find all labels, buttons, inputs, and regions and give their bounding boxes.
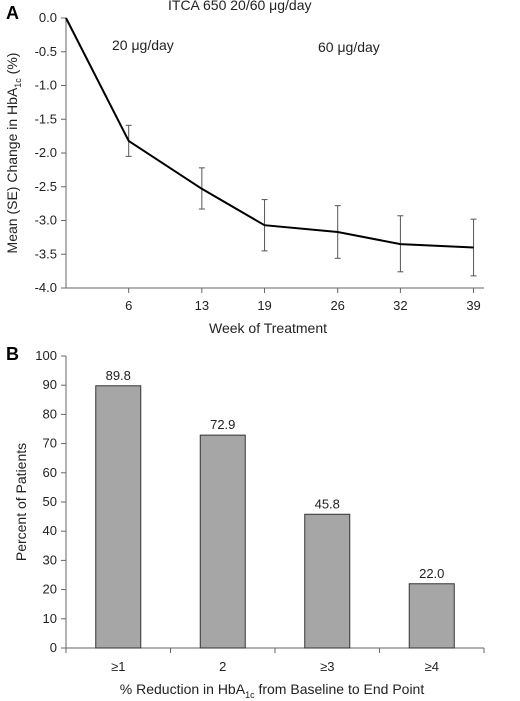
chart-b-y-tick-label: 40 [43, 523, 57, 538]
chart-b-y-tick-label: 0 [50, 640, 57, 655]
chart-a-y-label-tail: (%) [4, 53, 20, 79]
chart-a-y-tick-label: -2.0 [35, 145, 57, 160]
chart-a-y-tick-label: -1.5 [35, 111, 57, 126]
chart-a-y-label: Mean (SE) Change in HbA1c (%) [4, 53, 23, 254]
panel-b-bar-chart: B 0 10 20 30 40 50 60 70 80 90 100 ≥1 2 ≥3 ≥4 89.8 72.… [6, 344, 485, 700]
chart-a-title: ITCA 650 20/60 μg/day [168, 0, 312, 13]
chart-a-error-bars [125, 124, 477, 277]
chart-a-x-tick-label: 6 [125, 298, 132, 313]
chart-b-data-label: 45.8 [315, 496, 340, 511]
chart-b-x-tick-label: ≥4 [425, 659, 439, 674]
chart-b-x-tick-label: 2 [219, 659, 226, 674]
chart-a-x-tick-label: 26 [330, 298, 344, 313]
chart-b-data-label: 72.9 [210, 417, 235, 432]
chart-b-y-tick-label: 100 [35, 348, 57, 363]
chart-a-y-ticks: 0.0 -0.5 -1.0 -1.5 -2.0 -2.5 -3.0 -3.5 -4.0 [35, 10, 66, 295]
chart-a-y-label-sub: 1c [13, 78, 23, 88]
chart-a-x-tick-label: 19 [257, 298, 271, 313]
chart-a-y-tick-label: -3.5 [35, 246, 57, 261]
chart-a-x-tick-label: 13 [195, 298, 209, 313]
chart-b-y-tick-label: 60 [43, 465, 57, 480]
annotation-60-dose: 60 μg/day [318, 39, 380, 55]
chart-b-data-labels: 89.8 72.9 45.8 22.0 [106, 368, 445, 581]
chart-b-x-label-sub: 1c [245, 690, 255, 700]
chart-b-y-label: Percent of Patients [13, 443, 29, 561]
chart-a-x-ticks: 6 13 19 26 32 39 [125, 288, 481, 313]
chart-b-bar [408, 583, 455, 649]
chart-b-y-tick-label: 70 [43, 436, 57, 451]
chart-b-x-label-tail: from Baseline to End Point [255, 681, 425, 697]
panel-a-line-chart: A ITCA 650 20/60 μg/day 20 μg/day 60 μg/… [4, 0, 484, 336]
chart-a-x-tick-label: 39 [466, 298, 480, 313]
chart-b-y-tick-label: 10 [43, 611, 57, 626]
chart-a-y-tick-label: -1.0 [35, 78, 57, 93]
chart-a-x-tick-label: 32 [393, 298, 407, 313]
chart-b-x-tick-label: ≥3 [320, 659, 334, 674]
chart-b-data-label: 22.0 [419, 566, 444, 581]
chart-b-bars [95, 385, 455, 649]
chart-b-x-ticks: ≥1 2 ≥3 ≥4 [65, 648, 485, 674]
chart-b-bar [199, 434, 246, 649]
chart-b-x-label: % Reduction in HbA1c from Baseline to En… [120, 681, 425, 700]
chart-b-y-tick-label: 30 [43, 552, 57, 567]
chart-b-bar [304, 513, 351, 649]
panel-a-letter: A [6, 3, 19, 23]
chart-a-y-tick-label: -3.0 [35, 213, 57, 228]
chart-b-bar [95, 385, 142, 649]
chart-b-y-tick-label: 20 [43, 582, 57, 597]
chart-a-y-tick-label: -4.0 [35, 280, 57, 295]
chart-a-series-line [65, 17, 474, 249]
chart-a-x-label: Week of Treatment [209, 320, 327, 336]
chart-b-y-tick-label: 90 [43, 377, 57, 392]
chart-b-x-label-main: % Reduction in HbA [120, 681, 246, 697]
panel-b-letter: B [6, 344, 19, 364]
chart-b-y-tick-label: 80 [43, 406, 57, 421]
chart-a-y-tick-label: 0.0 [39, 10, 57, 25]
chart-b-x-tick-label: ≥1 [111, 659, 125, 674]
annotation-20-dose: 20 μg/day [112, 37, 174, 53]
chart-a-y-label-main: Mean (SE) Change in HbA [4, 87, 20, 253]
chart-a-y-tick-label: -2.5 [35, 179, 57, 194]
chart-b-data-label: 89.8 [106, 368, 131, 383]
chart-a-y-tick-label: -0.5 [35, 44, 57, 59]
chart-b-y-ticks: 0 10 20 30 40 50 60 70 80 90 100 [35, 348, 66, 655]
chart-b-y-tick-label: 50 [43, 494, 57, 509]
